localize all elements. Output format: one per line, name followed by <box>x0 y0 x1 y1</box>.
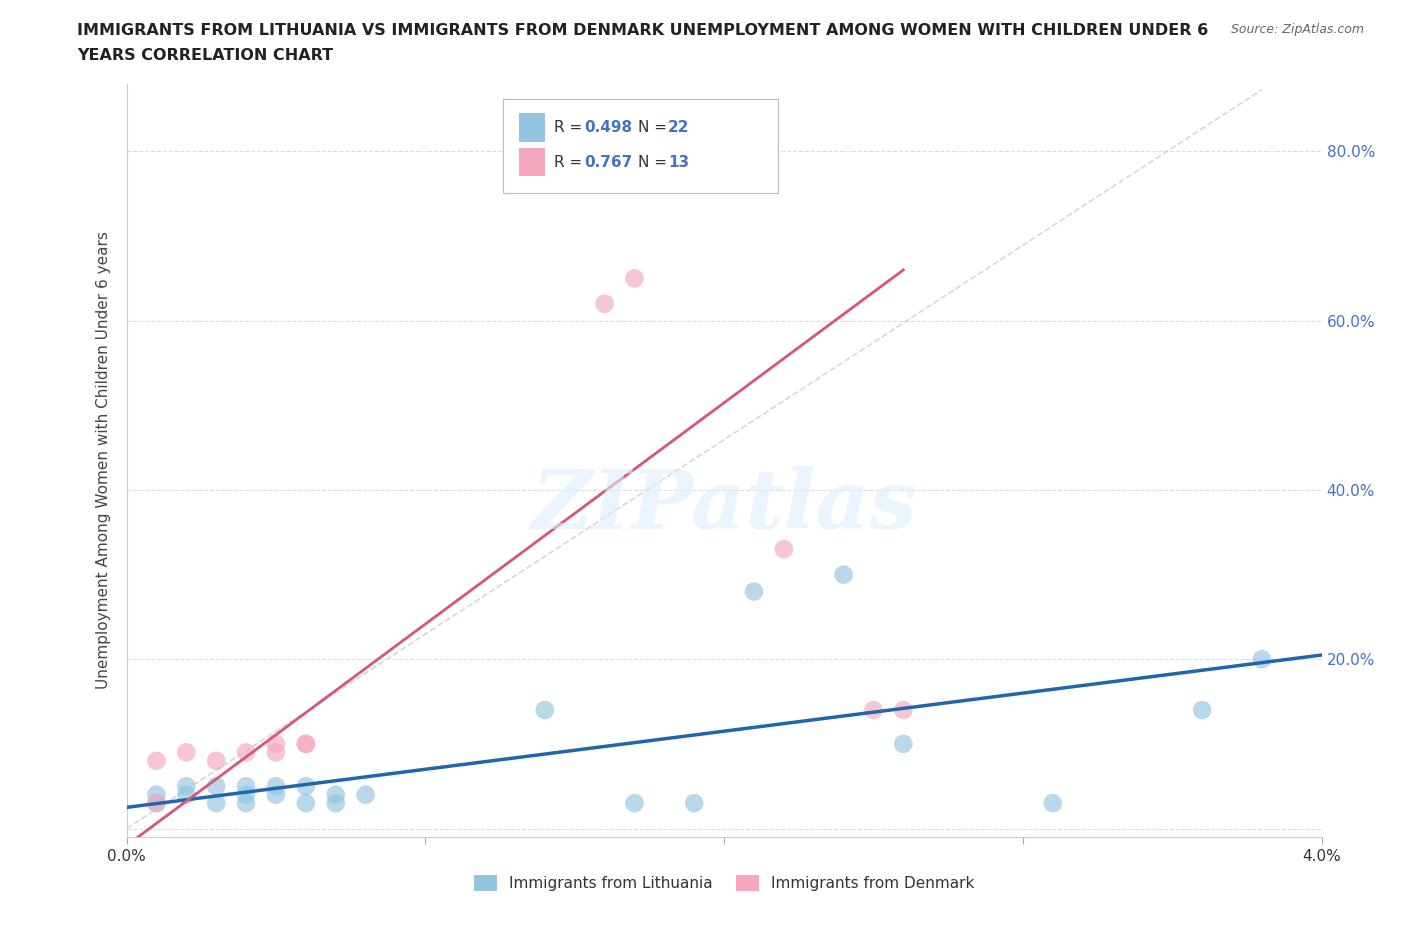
Legend: Immigrants from Lithuania, Immigrants from Denmark: Immigrants from Lithuania, Immigrants fr… <box>468 869 980 897</box>
Text: 0.498: 0.498 <box>585 120 633 135</box>
Point <box>235 745 257 760</box>
Point <box>145 787 167 802</box>
Point <box>891 702 914 717</box>
Text: 22: 22 <box>668 120 689 135</box>
Point <box>174 787 197 802</box>
Point <box>862 702 884 717</box>
Point <box>205 796 228 811</box>
Point <box>533 702 555 717</box>
Point <box>294 778 316 793</box>
Point <box>174 745 197 760</box>
Point <box>832 567 855 582</box>
Text: R =: R = <box>554 155 588 170</box>
Point <box>772 542 794 557</box>
Point <box>235 787 257 802</box>
Text: YEARS CORRELATION CHART: YEARS CORRELATION CHART <box>77 48 333 63</box>
Point <box>1191 702 1213 717</box>
Text: IMMIGRANTS FROM LITHUANIA VS IMMIGRANTS FROM DENMARK UNEMPLOYMENT AMONG WOMEN WI: IMMIGRANTS FROM LITHUANIA VS IMMIGRANTS … <box>77 23 1209 38</box>
Point <box>264 778 287 793</box>
Point <box>623 271 645 286</box>
Point <box>683 796 706 811</box>
Point <box>593 297 616 312</box>
Point <box>145 796 167 811</box>
Point <box>235 778 257 793</box>
Point <box>891 737 914 751</box>
Point <box>1042 796 1064 811</box>
Point <box>145 796 167 811</box>
Text: 13: 13 <box>668 155 689 170</box>
Text: N =: N = <box>638 155 672 170</box>
Point <box>174 778 197 793</box>
Text: Source: ZipAtlas.com: Source: ZipAtlas.com <box>1230 23 1364 36</box>
Y-axis label: Unemployment Among Women with Children Under 6 years: Unemployment Among Women with Children U… <box>96 232 111 689</box>
Point <box>623 796 645 811</box>
Point <box>354 787 377 802</box>
FancyBboxPatch shape <box>519 113 546 141</box>
FancyBboxPatch shape <box>519 148 546 177</box>
Point <box>235 796 257 811</box>
Point <box>294 737 316 751</box>
Text: N =: N = <box>638 120 672 135</box>
Point <box>742 584 765 599</box>
Point <box>294 737 316 751</box>
Point <box>264 737 287 751</box>
Point <box>1250 652 1272 667</box>
Point <box>264 745 287 760</box>
Text: R =: R = <box>554 120 588 135</box>
Point <box>264 787 287 802</box>
Point <box>294 796 316 811</box>
Point <box>145 753 167 768</box>
FancyBboxPatch shape <box>503 99 778 193</box>
Text: 0.767: 0.767 <box>585 155 633 170</box>
Point <box>205 778 228 793</box>
Point <box>205 753 228 768</box>
Point <box>325 787 347 802</box>
Text: ZIPatlas: ZIPatlas <box>531 466 917 546</box>
Point <box>325 796 347 811</box>
